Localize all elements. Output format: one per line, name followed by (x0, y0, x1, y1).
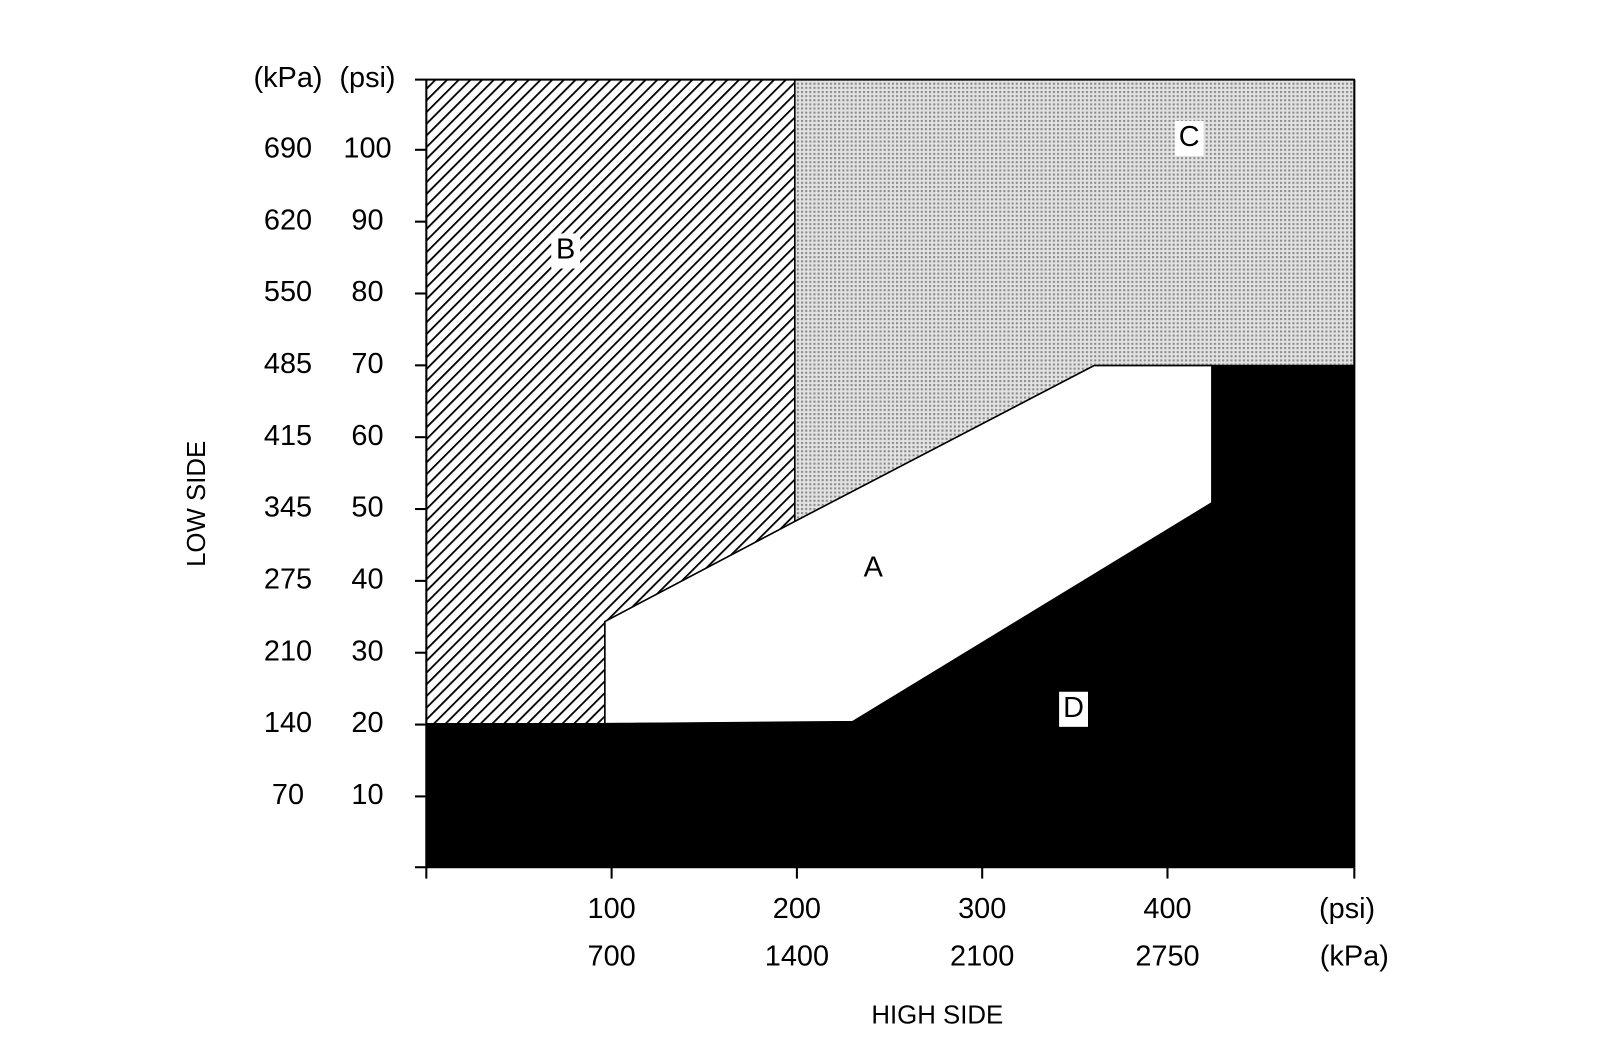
x-tick-kpa: 700 (588, 941, 636, 973)
y-tick-kpa: 275 (264, 564, 312, 596)
x-axis-title: HIGH SIDE (871, 1002, 1003, 1030)
y-tick-psi: 40 (351, 564, 383, 596)
x-tick-psi: 100 (588, 893, 636, 925)
x-tick-kpa: 1400 (765, 941, 829, 973)
y-tick-psi: 60 (351, 420, 383, 452)
x-unit-psi: (psi) (1319, 893, 1375, 925)
y-tick-psi: 80 (351, 276, 383, 308)
y-tick-psi: 30 (351, 635, 383, 667)
x-tick-psi: 200 (773, 893, 821, 925)
y-axis-title: LOW SIDE (183, 441, 211, 567)
region-label: D (1063, 692, 1084, 724)
y-unit-kpa: (kPa) (253, 62, 322, 94)
y-tick-psi: 90 (351, 204, 383, 236)
x-tick-psi: 300 (958, 893, 1006, 925)
region-label: A (864, 552, 884, 584)
y-tick-kpa: 210 (264, 635, 312, 667)
x-tick-kpa: 2750 (1135, 941, 1199, 973)
region-d (426, 365, 1355, 868)
y-tick-psi: 20 (351, 707, 383, 739)
y-tick-psi: 70 (351, 348, 383, 380)
y-tick-kpa: 550 (264, 276, 312, 308)
y-tick-kpa: 620 (264, 204, 312, 236)
y-tick-psi: 50 (351, 492, 383, 524)
y-tick-kpa: 70 (272, 779, 304, 811)
y-unit-psi: (psi) (339, 62, 395, 94)
label-box (1059, 691, 1088, 727)
y-tick-kpa: 345 (264, 492, 312, 524)
x-tick-kpa: 2100 (950, 941, 1014, 973)
y-tick-psi: 100 (343, 132, 391, 164)
y-tick-kpa: 415 (264, 420, 312, 452)
y-tick-kpa: 690 (264, 132, 312, 164)
label-box (1174, 120, 1204, 156)
y-tick-kpa: 485 (264, 348, 312, 380)
label-box (551, 233, 581, 269)
y-tick-psi: 10 (351, 779, 383, 811)
x-unit-kpa: (kPa) (1320, 941, 1389, 973)
x-tick-psi: 400 (1143, 893, 1191, 925)
y-tick-kpa: 140 (264, 707, 312, 739)
region-label: B (556, 234, 575, 266)
region-label: C (1179, 121, 1200, 153)
